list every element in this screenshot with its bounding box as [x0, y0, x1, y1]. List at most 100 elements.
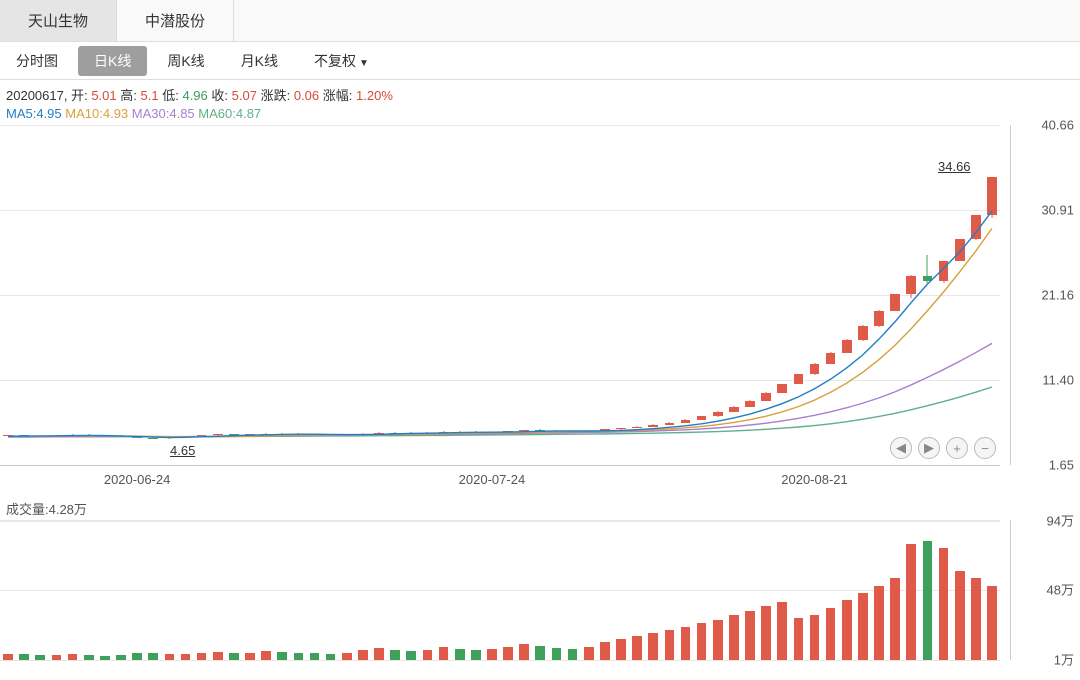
volume-bar	[858, 593, 868, 660]
volume-bar	[68, 654, 78, 660]
volume-bar	[35, 655, 45, 660]
volume-bar	[810, 615, 820, 660]
volume-bar	[923, 541, 933, 660]
volume-bar	[616, 639, 626, 660]
volume-y-axis: 94万48万1万	[1010, 520, 1080, 660]
chart-type-tab[interactable]: 分时图	[0, 46, 74, 76]
price-y-axis: 40.6630.9121.1611.401.65	[1010, 125, 1080, 465]
low-value: 4.96	[182, 88, 207, 103]
volume-plot-area	[0, 520, 1000, 660]
candle	[358, 125, 368, 465]
chart-type-tab[interactable]: 月K线	[225, 46, 294, 76]
volume-bar	[487, 649, 497, 660]
volume-bar	[665, 630, 675, 660]
prev-button[interactable]: ◀	[890, 437, 912, 459]
candle	[519, 125, 529, 465]
volume-bar	[584, 647, 594, 660]
volume-bar	[52, 655, 62, 660]
stock-tab[interactable]: 中潜股份	[117, 0, 234, 41]
candle	[100, 125, 110, 465]
volume-bar	[939, 548, 949, 660]
volume-bar	[455, 649, 465, 660]
volume-bar	[794, 618, 804, 660]
gridline	[0, 521, 1000, 522]
candle	[535, 125, 545, 465]
volume-bar	[648, 633, 658, 660]
candle	[648, 125, 658, 465]
candle	[132, 125, 142, 465]
close-value: 5.07	[232, 88, 257, 103]
price-annotation: 34.66	[938, 159, 971, 174]
volume-bar	[197, 653, 207, 660]
chart-type-tab[interactable]: 日K线	[78, 46, 147, 76]
candle	[197, 125, 207, 465]
volume-bar	[600, 642, 610, 660]
volume-bar	[326, 654, 336, 660]
candle	[390, 125, 400, 465]
candle	[3, 125, 13, 465]
volume-bar	[503, 647, 513, 660]
volume-bar	[213, 652, 223, 660]
volume-bar	[19, 654, 29, 660]
candle	[165, 125, 175, 465]
price-chart[interactable]: 34.664.65 40.6630.9121.1611.401.65 ◀▶+−	[0, 125, 1080, 465]
chevron-down-icon: ▼	[359, 58, 369, 69]
candle	[600, 125, 610, 465]
chart-type-tab[interactable]: 不复权▼	[298, 46, 385, 76]
candle	[906, 125, 916, 465]
next-button[interactable]: ▶	[918, 437, 940, 459]
gridline	[0, 590, 1000, 591]
volume-bar	[84, 655, 94, 660]
stock-tab[interactable]: 天山生物	[0, 0, 117, 41]
zoom-in-button[interactable]: +	[946, 437, 968, 459]
volume-bar	[874, 586, 884, 660]
candle	[697, 125, 707, 465]
y-tick-label: 30.91	[1041, 202, 1074, 217]
candle	[923, 125, 933, 465]
candle	[471, 125, 481, 465]
volume-bar	[826, 608, 836, 660]
vol-y-tick-label: 1万	[1054, 649, 1074, 668]
ma10-label: MA10:4.93	[65, 106, 128, 121]
x-tick-label: 2020-08-21	[781, 472, 848, 487]
pct-label: 涨幅:	[323, 88, 353, 103]
chart-type-tab[interactable]: 周K线	[151, 46, 220, 76]
x-tick-label: 2020-06-24	[104, 472, 171, 487]
candle	[342, 125, 352, 465]
volume-bar	[181, 654, 191, 660]
candle	[632, 125, 642, 465]
candle	[310, 125, 320, 465]
ma5-label: MA5:4.95	[6, 106, 62, 121]
candle	[745, 125, 755, 465]
volume-chart[interactable]: 94万48万1万	[0, 520, 1080, 660]
volume-bar	[3, 654, 13, 660]
candle	[294, 125, 304, 465]
candle	[116, 125, 126, 465]
candle	[487, 125, 497, 465]
ma30-label: MA30:4.85	[132, 106, 195, 121]
candle	[729, 125, 739, 465]
volume-bar	[439, 647, 449, 660]
x-tick-label: 2020-07-24	[459, 472, 526, 487]
volume-bar	[519, 644, 529, 660]
candle	[777, 125, 787, 465]
candle	[326, 125, 336, 465]
candle	[810, 125, 820, 465]
volume-bar	[374, 648, 384, 660]
candle	[181, 125, 191, 465]
candle	[761, 125, 771, 465]
volume-bar	[971, 578, 981, 660]
volume-bar	[390, 650, 400, 660]
ma-info-bar: MA5:4.95 MA10:4.93 MA30:4.85 MA60:4.87	[0, 106, 1080, 125]
chart-nav-buttons: ◀ ▶ +−	[890, 437, 996, 459]
volume-bar	[987, 586, 997, 660]
candle	[987, 125, 997, 465]
stock-tabs: 天山生物中潜股份	[0, 0, 1080, 42]
candle	[584, 125, 594, 465]
ma60-label: MA60:4.87	[198, 106, 261, 121]
zoom-out-button[interactable]: −	[974, 437, 996, 459]
volume-bar	[423, 650, 433, 660]
low-label: 低:	[162, 88, 179, 103]
candle	[406, 125, 416, 465]
candle	[84, 125, 94, 465]
